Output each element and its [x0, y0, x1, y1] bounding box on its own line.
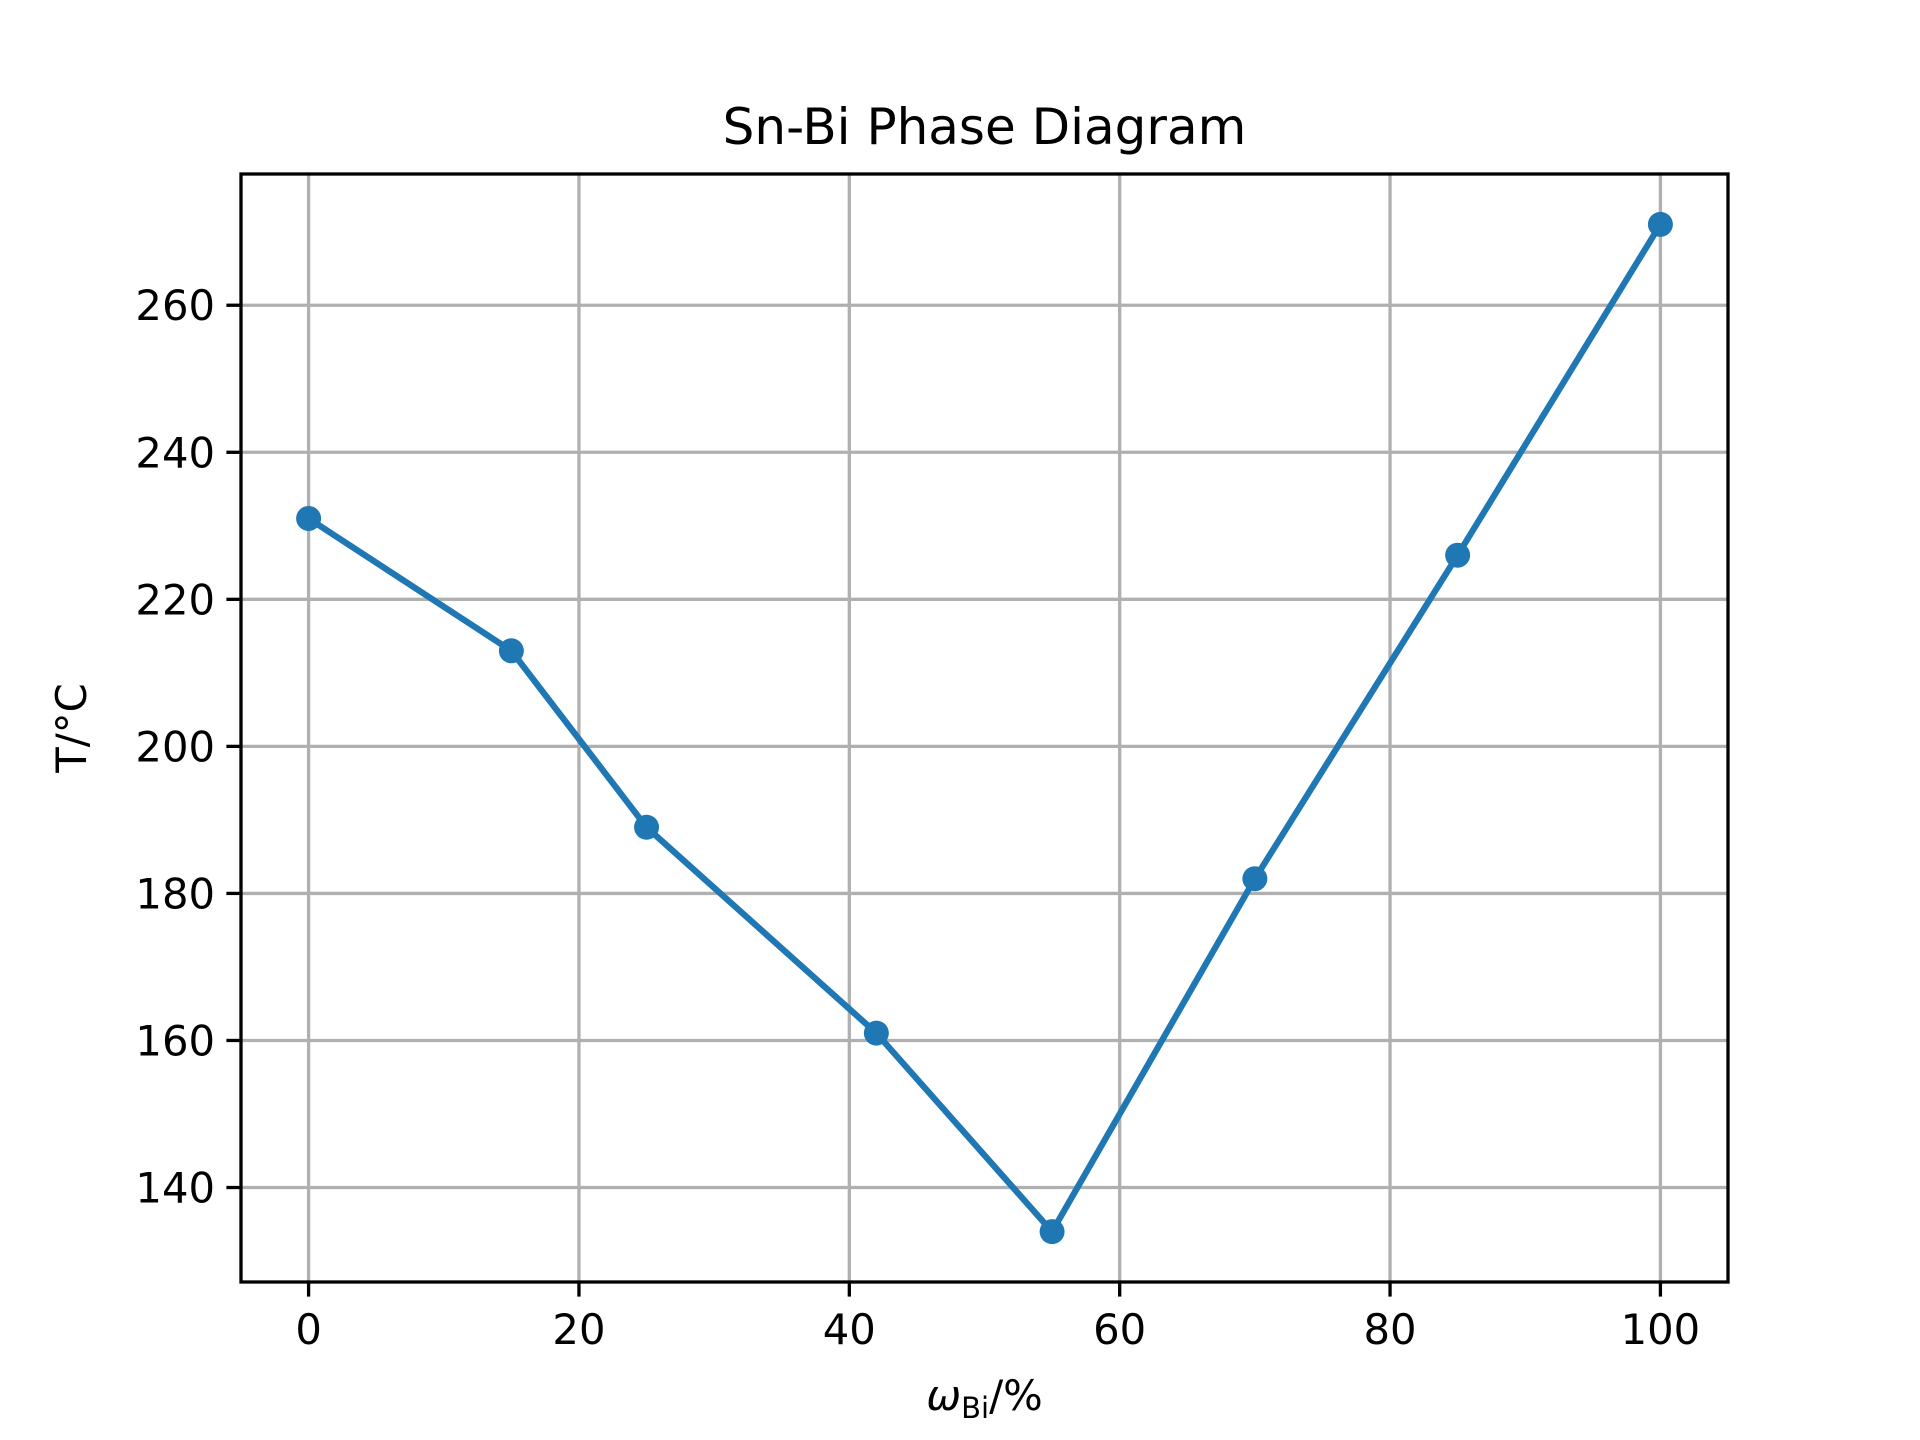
- y-tick-label: 200: [135, 722, 215, 771]
- y-tick-label: 180: [135, 869, 215, 918]
- series-line: [304, 220, 1665, 1235]
- data-point: [1647, 211, 1673, 237]
- y-tick-label: 140: [135, 1164, 215, 1213]
- y-tick-label: 260: [135, 281, 215, 330]
- data-point: [1039, 1219, 1065, 1245]
- x-tick-label: 0: [295, 1305, 322, 1354]
- x-axis-label-subscript: Bi: [961, 1391, 989, 1425]
- y-tick-label: 160: [135, 1016, 215, 1065]
- x-tick-label: 20: [552, 1305, 605, 1354]
- data-point: [634, 814, 660, 840]
- y-axis-label: T/°C: [47, 683, 96, 773]
- series-layer: [296, 211, 1673, 1245]
- x-tick-label: 100: [1621, 1305, 1701, 1354]
- x-tick-label: 40: [823, 1305, 876, 1354]
- axes-frame: [239, 172, 1730, 1284]
- x-axis-label: ωBi/%: [926, 1371, 1043, 1425]
- y-tick-label: 220: [135, 575, 215, 624]
- chart-title: Sn-Bi Phase Diagram: [723, 98, 1247, 156]
- data-point: [1445, 542, 1471, 568]
- grid: [241, 174, 1728, 1282]
- x-axis-label-suffix: /%: [989, 1371, 1043, 1420]
- x-axis-label-symbol: ω: [926, 1371, 961, 1420]
- ticks: 0 20 40 60 80 100 140 160 180 200 220 240 260: [135, 281, 1700, 1354]
- data-point: [296, 505, 322, 531]
- y-tick-label: 240: [135, 428, 215, 477]
- x-tick-label: 60: [1093, 1305, 1146, 1354]
- data-point: [1242, 866, 1268, 892]
- data-point: [863, 1020, 889, 1046]
- data-point: [498, 638, 524, 664]
- x-tick-label: 80: [1364, 1305, 1417, 1354]
